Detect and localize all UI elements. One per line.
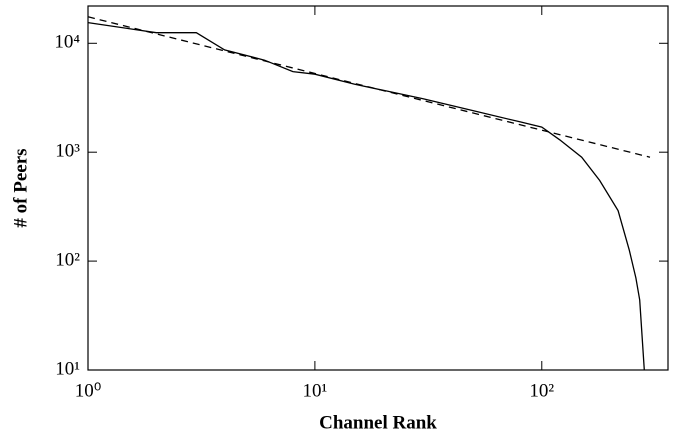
x-tick-label: 10² bbox=[529, 380, 554, 401]
data-line bbox=[87, 16, 651, 158]
y-axis-label: # of Peers bbox=[10, 148, 31, 227]
y-tick-label: 10³ bbox=[55, 141, 80, 162]
plot-frame bbox=[87, 5, 669, 371]
y-tick-label: 10¹ bbox=[55, 358, 80, 379]
y-tick-label: 10⁴ bbox=[54, 32, 80, 53]
data-line bbox=[87, 21, 645, 371]
y-tick-label: 10² bbox=[55, 249, 80, 270]
x-tick-label: 10¹ bbox=[303, 380, 328, 401]
x-tick-label: 10⁰ bbox=[75, 380, 102, 401]
x-axis-label: Channel Rank bbox=[319, 412, 437, 433]
